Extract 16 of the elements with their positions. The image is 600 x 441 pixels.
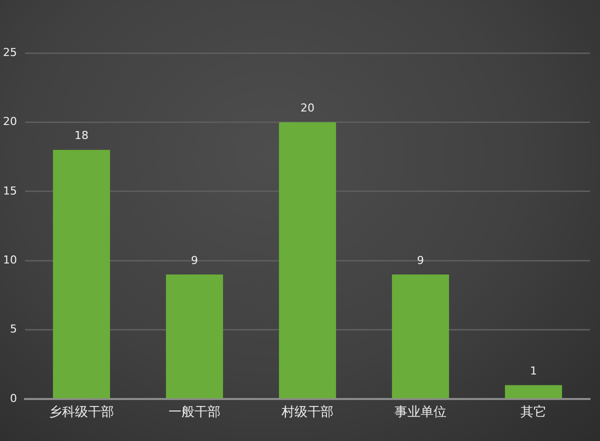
y-tick-label: 20 [3,115,17,128]
data-label: 1 [530,364,537,378]
y-tick-label: 0 [10,392,17,405]
data-label: 9 [191,254,198,267]
x-tick-label: 乡科级干部 [49,405,114,420]
x-tick-label: 其它 [520,404,546,420]
y-tick-label: 10 [3,253,17,266]
data-label: 9 [417,254,424,267]
y-tick-label: 15 [3,184,17,198]
x-tick-label: 村级干部 [280,405,334,420]
x-tick-label: 一般干部 [168,405,220,420]
x-tick-label: 事业单位 [394,405,446,420]
y-tick-label: 25 [3,46,17,59]
data-label: 18 [74,129,88,142]
data-label: 20 [300,102,314,115]
y-tick-label: 5 [10,322,17,336]
